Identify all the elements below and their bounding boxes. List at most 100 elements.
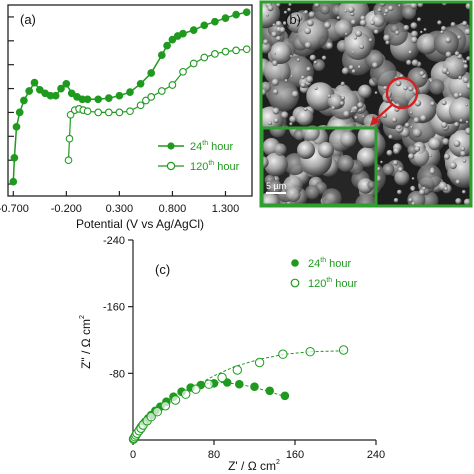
data-point [211, 50, 219, 58]
data-point [126, 107, 134, 116]
panel-c-x-ticks: 0 80 160 240 [130, 440, 385, 461]
legend-label-24th-hour: 24th hour [190, 140, 234, 153]
data-point [211, 17, 219, 26]
data-point [62, 79, 71, 88]
scale-bar-label: 5 µm [266, 181, 286, 191]
data-point [104, 94, 113, 102]
data-point [35, 85, 44, 94]
data-point [157, 51, 166, 59]
data-point [242, 8, 251, 17]
data-point [94, 95, 103, 104]
panel-c-label: (c) [155, 262, 170, 277]
panel-a-label: (a) [20, 12, 36, 27]
data-point [170, 395, 181, 405]
data-point [152, 407, 163, 417]
data-point [168, 81, 177, 89]
data-point [25, 87, 34, 95]
panel-a-plot-frame [7, 4, 253, 197]
data-point [115, 91, 124, 100]
legend-label-120th-hour: 120th hour [190, 160, 240, 173]
data-point [200, 21, 209, 30]
data-point [83, 95, 92, 104]
data-point [126, 88, 134, 96]
series-line-24th-hour [12, 11, 247, 182]
x-tick-label: -0.700 [0, 203, 29, 215]
data-point [278, 349, 288, 359]
data-point [9, 177, 18, 186]
data-point [250, 382, 259, 392]
panel-c-y-axis-label: Z" / Ω cm2 [79, 315, 93, 369]
data-point [265, 386, 275, 396]
x-tick-label: 0.300 [106, 203, 134, 215]
data-point [136, 79, 145, 88]
data-point [160, 401, 171, 411]
data-point [142, 96, 150, 105]
highlight-arrowhead [370, 116, 380, 126]
x-tick-label: 240 [367, 449, 385, 461]
panel-a-x-ticks: -0.700 -0.200 0.300 0.800 1.300 [0, 191, 239, 215]
data-point [66, 110, 75, 119]
fit-curve-120th-hour [132, 350, 346, 441]
legend-marker-120th [166, 161, 176, 171]
data-point [181, 389, 191, 399]
data-point [51, 91, 60, 100]
panel-c-nyquist-chart: -240 -160 -80 0 80 160 240 (c) Z' / Ω cm2 Z" … [79, 235, 385, 473]
data-point [65, 134, 74, 143]
data-point [179, 67, 187, 76]
data-point [136, 101, 145, 110]
sem-inset-zoom [260, 126, 378, 207]
data-point [20, 96, 28, 105]
data-point [232, 365, 243, 375]
data-point [338, 345, 349, 355]
data-point [64, 156, 73, 165]
panel-a-polarization-chart: -0.700 -0.200 0.300 0.800 1.300 (a) Potentia… [0, 4, 253, 231]
data-point [191, 384, 201, 394]
legend-marker-24th [291, 259, 299, 267]
panel-a-x-axis-label: Potential (V vs Ag/AgCl) [76, 217, 204, 231]
data-point [67, 89, 76, 98]
panel-c-legend: 24th hour 120th hour [290, 257, 358, 290]
data-point [221, 47, 230, 56]
highlight-circle [385, 76, 419, 110]
panel-a-series [9, 8, 251, 186]
data-point [221, 14, 230, 22]
x-tick-label: 0.800 [159, 203, 187, 215]
data-point [94, 108, 103, 117]
data-point [217, 372, 227, 383]
data-point [157, 87, 166, 95]
inset-frame [260, 126, 378, 207]
data-point [10, 153, 19, 162]
panel-c-y-ticks: -240 -160 -80 [103, 235, 133, 380]
data-point [30, 78, 39, 87]
data-point [83, 107, 92, 116]
x-tick-label: 1.300 [212, 203, 240, 215]
panel-b-label: (b) [285, 12, 301, 27]
data-point [12, 122, 21, 131]
legend-marker-24th [167, 142, 175, 150]
data-point [57, 84, 65, 93]
data-point [147, 69, 156, 77]
legend-label-24th-hour: 24th hour [308, 257, 352, 270]
data-point [200, 53, 209, 62]
highlight-arrow [373, 103, 394, 122]
panel-c-x-axis-label: Z' / Ω cm2 [228, 459, 280, 473]
data-point [104, 108, 113, 117]
data-point [189, 26, 198, 34]
data-point [242, 45, 251, 54]
data-point [254, 357, 265, 368]
data-point [15, 108, 24, 117]
data-point [235, 379, 244, 389]
y-tick-label: -240 [103, 235, 125, 247]
data-point [168, 35, 177, 44]
data-point [189, 59, 198, 68]
legend-marker-120th [290, 278, 300, 288]
panel-a-legend: 24th hour 120th hour [158, 140, 240, 173]
panel-b-sem-micrograph: (b) 5 µm [259, 0, 473, 208]
y-tick-label: -160 [103, 302, 125, 314]
x-tick-label: 80 [208, 449, 220, 461]
data-point [115, 108, 124, 117]
data-point [146, 412, 156, 422]
data-point [163, 41, 171, 50]
y-tick-label: -80 [109, 368, 125, 380]
